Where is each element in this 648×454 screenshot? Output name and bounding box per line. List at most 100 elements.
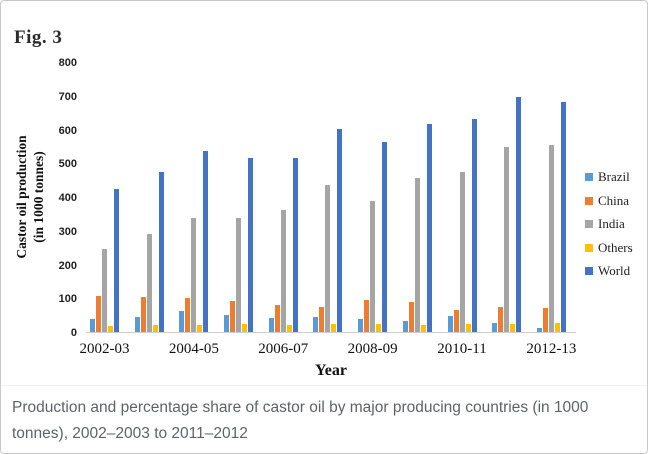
bar-others-2002-03 <box>108 326 113 332</box>
bar-others-2007-08 <box>331 324 337 332</box>
bar-others-2004-05 <box>197 325 203 332</box>
bar-others-2003-04 <box>152 325 158 332</box>
bar-india-2006-07 <box>280 210 286 332</box>
bar-india-2005-06 <box>236 218 242 332</box>
legend-swatch-china <box>585 196 593 205</box>
bar-india-2009-10 <box>414 178 420 332</box>
bar-world-2003-04 <box>158 172 164 332</box>
x-tick-label: 2006-07 <box>258 341 309 357</box>
bar-india-2003-04 <box>146 234 152 332</box>
legend-item-world: World <box>585 263 633 279</box>
y-axis-title-line1: Castor oil production <box>14 135 29 259</box>
legend-label-china: China <box>598 192 630 208</box>
bar-brazil-2010-11 <box>447 316 453 332</box>
bar-china-2002-03 <box>96 296 101 332</box>
bar-china-2011-12 <box>498 307 504 332</box>
bar-world-2010-11 <box>471 119 477 332</box>
bar-india-2004-05 <box>191 218 197 332</box>
legend-swatch-brazil <box>585 173 593 181</box>
x-axis-title: Year <box>315 362 347 379</box>
figure-caption: Production and percentage share of casto… <box>12 399 589 442</box>
bar-china-2003-04 <box>140 297 146 332</box>
y-tick-label: 0 <box>70 327 77 339</box>
bar-group-2009-10 <box>402 63 432 332</box>
bar-china-2004-05 <box>185 298 191 332</box>
bar-brazil-2003-04 <box>134 317 140 332</box>
bar-group-2004-05 <box>179 63 209 332</box>
x-tick-label <box>492 341 521 358</box>
x-axis-tick-labels: 2002-03 2004-05 2006-07 2008-09 2010-11 2012-… <box>80 341 577 358</box>
bar-india-2010-11 <box>459 172 465 332</box>
y-tick-label: 100 <box>58 293 77 306</box>
bar-brazil-2007-08 <box>313 317 319 332</box>
x-tick-label <box>135 341 164 358</box>
bar-china-2012-13 <box>542 308 548 332</box>
bar-brazil-2008-09 <box>358 319 364 332</box>
bar-brazil-2011-12 <box>492 323 498 332</box>
legend-label-world: World <box>598 263 631 278</box>
bar-world-2004-05 <box>203 151 209 332</box>
legend-label-brazil: Brazil <box>598 169 630 184</box>
bar-group-2007-08 <box>313 63 343 332</box>
bar-group-2005-06 <box>224 63 254 332</box>
bar-world-2009-10 <box>426 124 432 332</box>
bar-china-2009-10 <box>408 302 414 332</box>
bar-others-2005-06 <box>242 324 248 332</box>
bar-china-2006-07 <box>274 305 280 332</box>
bar-china-2008-09 <box>364 300 370 332</box>
caption-area: Production and percentage share of casto… <box>1 385 647 453</box>
figure-number-label: Fig. 3 <box>14 27 63 48</box>
bar-others-2012-13 <box>554 323 560 332</box>
x-tick-label <box>224 341 253 358</box>
y-axis-tick-labels: 0 100 200 300 400 500 600 700 800 <box>39 1 77 453</box>
y-axis-title-line2: (in 1000 tonnes) <box>31 151 46 243</box>
bar-india-2011-12 <box>504 147 510 332</box>
bar-world-2005-06 <box>248 158 254 332</box>
legend-swatch-india <box>585 220 593 228</box>
bar-others-2009-10 <box>420 325 426 332</box>
bar-group-2008-09 <box>358 63 388 332</box>
bar-china-2007-08 <box>319 307 325 332</box>
bar-group-2003-04 <box>134 63 164 332</box>
bar-group-2006-07 <box>268 63 298 332</box>
bar-brazil-2002-03 <box>90 319 95 332</box>
bar-india-2012-13 <box>548 145 554 332</box>
y-tick-label: 300 <box>58 225 77 238</box>
legend-swatch-others <box>585 243 593 252</box>
bar-others-2008-09 <box>376 324 382 332</box>
bar-others-2010-11 <box>465 324 471 332</box>
bar-brazil-2006-07 <box>268 318 274 332</box>
bar-world-2012-13 <box>560 102 566 332</box>
bar-brazil-2005-06 <box>224 315 230 332</box>
bar-brazil-2009-10 <box>402 321 408 332</box>
y-tick-label: 200 <box>58 259 77 272</box>
bar-brazil-2012-13 <box>536 328 542 332</box>
bar-india-2002-03 <box>102 249 107 332</box>
bar-group-2012-13 <box>536 63 566 332</box>
bar-others-2011-12 <box>510 324 516 332</box>
bar-india-2007-08 <box>325 185 331 332</box>
bar-india-2008-09 <box>370 201 376 332</box>
chart-legend: Brazil China India Others World <box>585 169 633 279</box>
bar-world-2002-03 <box>114 189 119 332</box>
y-tick-label: 600 <box>58 124 77 137</box>
bar-brazil-2004-05 <box>179 311 185 332</box>
bar-group-2002-03 <box>90 63 119 332</box>
y-tick-label: 500 <box>58 158 77 171</box>
bar-group-2011-12 <box>492 63 522 332</box>
bar-others-2006-07 <box>286 325 292 332</box>
legend-item-brazil: Brazil <box>585 169 633 185</box>
legend-item-china: China <box>585 193 633 209</box>
x-tick-label <box>313 341 342 358</box>
legend-item-others: Others <box>585 240 633 256</box>
legend-item-india: India <box>585 216 633 232</box>
bar-world-2011-12 <box>516 97 522 332</box>
y-tick-label: 400 <box>58 192 77 204</box>
legend-label-india: India <box>598 216 625 231</box>
bar-world-2006-07 <box>292 158 298 332</box>
bar-group-2010-11 <box>447 63 477 332</box>
y-tick-label: 800 <box>58 57 77 69</box>
bar-china-2010-11 <box>453 310 459 332</box>
x-tick-label <box>403 341 432 358</box>
